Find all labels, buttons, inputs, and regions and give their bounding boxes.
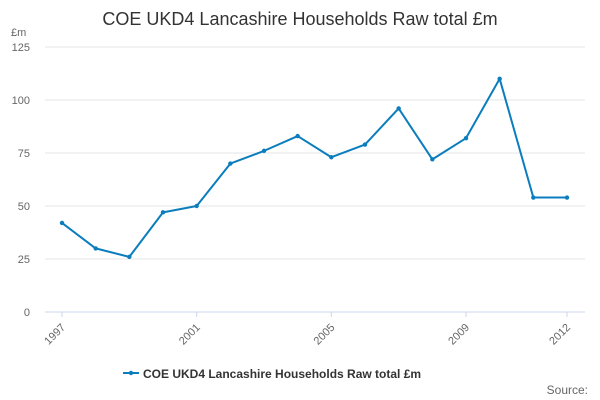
source-label[interactable]: Source:: [547, 383, 588, 397]
x-tick-label: 1997: [42, 322, 68, 348]
x-tick-label: 2012: [547, 322, 573, 348]
x-tick-label: 2009: [446, 322, 472, 348]
legend-entry-label: COE UKD4 Lancashire Households Raw total…: [143, 367, 421, 381]
series-layer: [59, 76, 570, 260]
y-tick-label: 25: [18, 254, 30, 266]
data-point-2005[interactable]: [329, 155, 334, 160]
y-tick-label: 125: [12, 42, 30, 54]
data-point-2007[interactable]: [396, 106, 401, 111]
data-point-2009[interactable]: [463, 135, 469, 141]
y-axis-ticks: 0 25 50 75 100 125: [12, 42, 30, 319]
data-point-2003[interactable]: [261, 148, 267, 154]
y-tick-label: 50: [18, 201, 30, 213]
y-axis-unit-label: £m: [11, 27, 26, 39]
data-point-2000[interactable]: [160, 210, 166, 215]
legend[interactable]: COE UKD4 Lancashire Households Raw total…: [123, 367, 421, 381]
data-point-2012[interactable]: [564, 195, 570, 200]
y-tick-label: 100: [12, 95, 30, 107]
data-point-2001[interactable]: [194, 203, 199, 209]
data-point-1998[interactable]: [93, 246, 98, 251]
grid-lines: [45, 46, 585, 260]
legend-marker-swatch: [128, 370, 134, 376]
data-point-2006[interactable]: [362, 142, 368, 147]
y-tick-label: 75: [18, 148, 30, 160]
data-point-2004[interactable]: [295, 133, 300, 139]
x-tick-label: 2001: [177, 322, 203, 348]
data-point-1997[interactable]: [59, 220, 65, 226]
data-point-2010[interactable]: [497, 76, 502, 82]
data-point-2002[interactable]: [228, 161, 233, 166]
chart-title: COE UKD4 Lancashire Households Raw total…: [102, 9, 497, 29]
x-tick-label: 2005: [312, 322, 338, 348]
x-axis-ticks: 1997 2001 2005 2009 2012: [42, 312, 573, 347]
data-point-2008[interactable]: [430, 157, 435, 162]
y-tick-label: 0: [24, 307, 30, 319]
data-point-1999[interactable]: [127, 254, 132, 260]
series-line: [61, 77, 567, 258]
data-point-2011[interactable]: [531, 195, 536, 200]
